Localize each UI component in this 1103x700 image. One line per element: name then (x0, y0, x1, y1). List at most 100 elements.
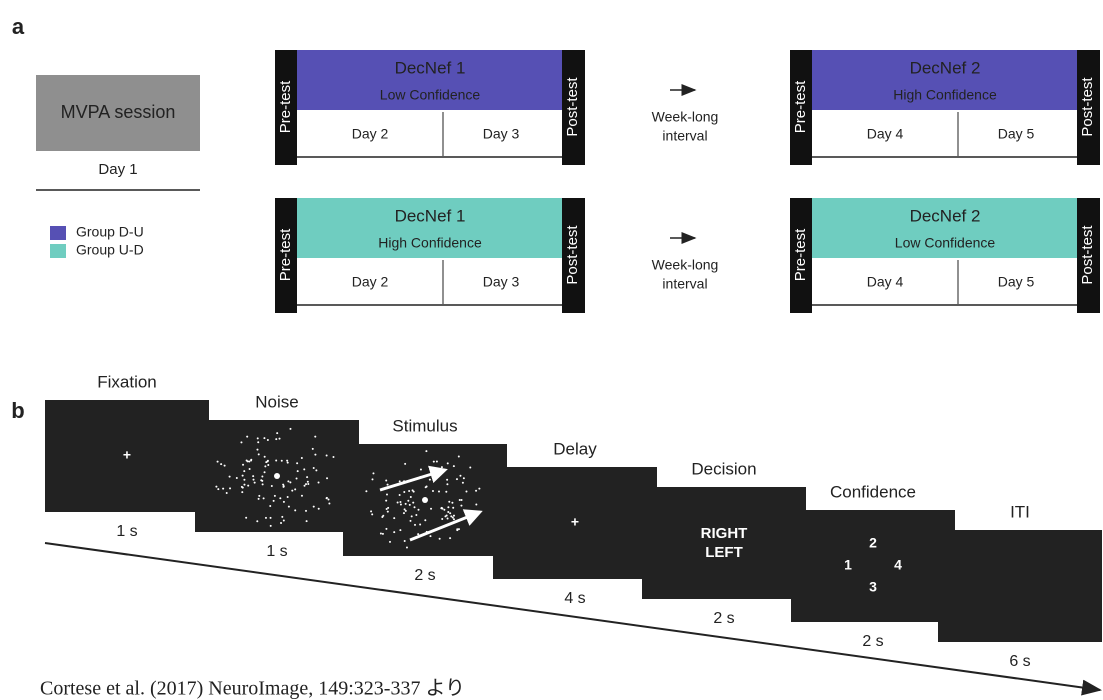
noise-dot (461, 499, 463, 501)
noise-dot (397, 501, 399, 503)
noise-dot (254, 482, 256, 484)
noise-dot (404, 540, 406, 542)
noise-dot (441, 518, 443, 520)
noise-dot (430, 508, 432, 510)
noise-dot (326, 477, 328, 479)
noise-dot (419, 523, 421, 525)
noise-dot (407, 500, 409, 502)
noise-dot (306, 476, 308, 478)
noise-dot (447, 506, 449, 508)
source-note: Cortese et al. (2017) NeuroImage, 149:32… (40, 678, 465, 700)
noise-dot (313, 467, 315, 469)
noise-dot (399, 480, 401, 482)
noise-dot (229, 476, 231, 478)
noise-dot (257, 437, 259, 439)
noise-dot (412, 502, 414, 504)
pre-test-label: Pre-test (792, 80, 809, 133)
gap-label: Week-long (652, 257, 719, 273)
noise-dot (447, 462, 449, 464)
noise-dot (458, 456, 460, 458)
noise-dot (252, 475, 254, 477)
noise-dot (411, 515, 413, 517)
noise-dot (451, 502, 453, 504)
noise-dot (291, 490, 293, 492)
noise-dot (478, 488, 480, 490)
noise-dot (403, 512, 405, 514)
noise-dot (222, 488, 224, 490)
noise-dot (452, 517, 454, 519)
noise-dot (458, 528, 460, 530)
noise-dot (456, 528, 458, 530)
noise-dot (263, 437, 265, 439)
noise-dot (318, 481, 320, 483)
noise-dot (217, 488, 219, 490)
gap-label: interval (662, 276, 707, 292)
noise-dot (270, 525, 272, 527)
noise-dot (294, 509, 296, 511)
noise-dot (332, 456, 334, 458)
noise-dot (226, 492, 228, 494)
noise-dot (413, 491, 415, 493)
noise-dot (365, 490, 367, 492)
screen-duration: 2 s (862, 633, 883, 650)
noise-dot (389, 541, 391, 543)
noise-dot (220, 463, 222, 465)
screen (791, 510, 955, 622)
screen-name: Delay (553, 439, 597, 458)
noise-dot (314, 454, 316, 456)
noise-dot (264, 456, 266, 458)
screen-content: RIGHT (701, 525, 748, 542)
day-label: Day 5 (998, 126, 1035, 142)
noise-dot (445, 491, 447, 493)
noise-dot (399, 494, 401, 496)
noise-dot (449, 512, 451, 514)
noise-dot (275, 459, 277, 461)
screen-content: LEFT (705, 544, 743, 561)
noise-dot (418, 509, 420, 511)
noise-dot (289, 428, 291, 430)
noise-dot (217, 461, 219, 463)
noise-dot (242, 464, 244, 466)
noise-dot (404, 463, 406, 465)
noise-dot (327, 498, 329, 500)
noise-dot (409, 504, 411, 506)
noise-dot (280, 522, 282, 524)
noise-dot (404, 508, 406, 510)
post-test-label: Post-test (564, 225, 581, 285)
noise-dot (371, 513, 373, 515)
noise-dot (436, 461, 438, 463)
noise-dot (286, 460, 288, 462)
panel-label: b (11, 398, 24, 423)
day-label: Day 2 (352, 126, 389, 142)
noise-dot (276, 432, 278, 434)
noise-dot (415, 514, 417, 516)
noise-dot (287, 496, 289, 498)
screen-duration: 2 s (414, 567, 435, 584)
noise-dot (297, 470, 299, 472)
noise-dot (296, 478, 298, 480)
center-dot (422, 497, 428, 503)
noise-dot (399, 501, 401, 503)
legend-label: Group U-D (76, 242, 144, 258)
noise-dot (304, 485, 306, 487)
noise-dot (414, 506, 416, 508)
noise-dot (267, 460, 269, 462)
noise-dot (328, 502, 330, 504)
noise-dot (261, 475, 263, 477)
noise-dot (399, 529, 401, 531)
session-title: DecNef 1 (395, 58, 466, 77)
screen-name: Decision (691, 459, 756, 478)
noise-dot (417, 533, 419, 535)
noise-dot (393, 531, 395, 533)
screen-content: 4 (894, 557, 902, 573)
noise-dot (403, 491, 405, 493)
screen-duration: 2 s (713, 610, 734, 627)
noise-dot (256, 449, 258, 451)
noise-dot (315, 469, 317, 471)
day-label: Day 2 (352, 274, 389, 290)
noise-dot (267, 464, 269, 466)
noise-dot (283, 501, 285, 503)
noise-dot (242, 487, 244, 489)
noise-dot (264, 465, 266, 467)
post-test-label: Post-test (1079, 225, 1096, 285)
